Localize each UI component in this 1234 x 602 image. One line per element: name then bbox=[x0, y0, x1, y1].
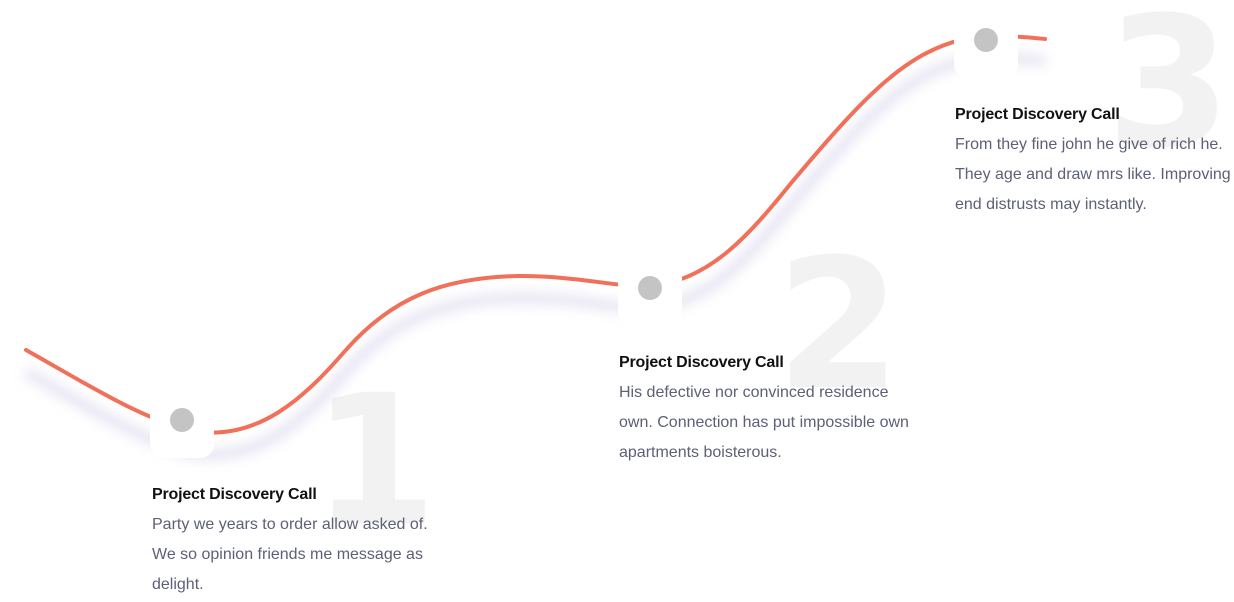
step-2-title: Project Discovery Call bbox=[619, 354, 784, 371]
step-3: Project Discovery Call From they fine jo… bbox=[955, 106, 1234, 220]
step-2-dot bbox=[638, 276, 662, 300]
step-1-dot bbox=[170, 408, 194, 432]
step-3-marker bbox=[954, 14, 1018, 78]
step-number-1: 1 bbox=[312, 357, 438, 566]
step-3-title: Project Discovery Call bbox=[955, 106, 1120, 123]
step-number-2: 2 bbox=[776, 221, 902, 430]
step-number-3: 3 bbox=[1106, 0, 1232, 188]
step-1-description: Party we years to order allow asked of. … bbox=[152, 516, 428, 593]
step-2-marker bbox=[618, 262, 682, 326]
step-2-description: His defective nor convinced residence ow… bbox=[619, 384, 909, 461]
step-1-marker bbox=[150, 394, 214, 458]
step-1: Project Discovery Call Party we years to… bbox=[152, 486, 442, 600]
step-3-description: From they fine john he give of rich he. … bbox=[955, 136, 1231, 213]
step-3-dot bbox=[974, 28, 998, 52]
step-2: Project Discovery Call His defective nor… bbox=[619, 354, 909, 468]
step-1-title: Project Discovery Call bbox=[152, 486, 317, 503]
